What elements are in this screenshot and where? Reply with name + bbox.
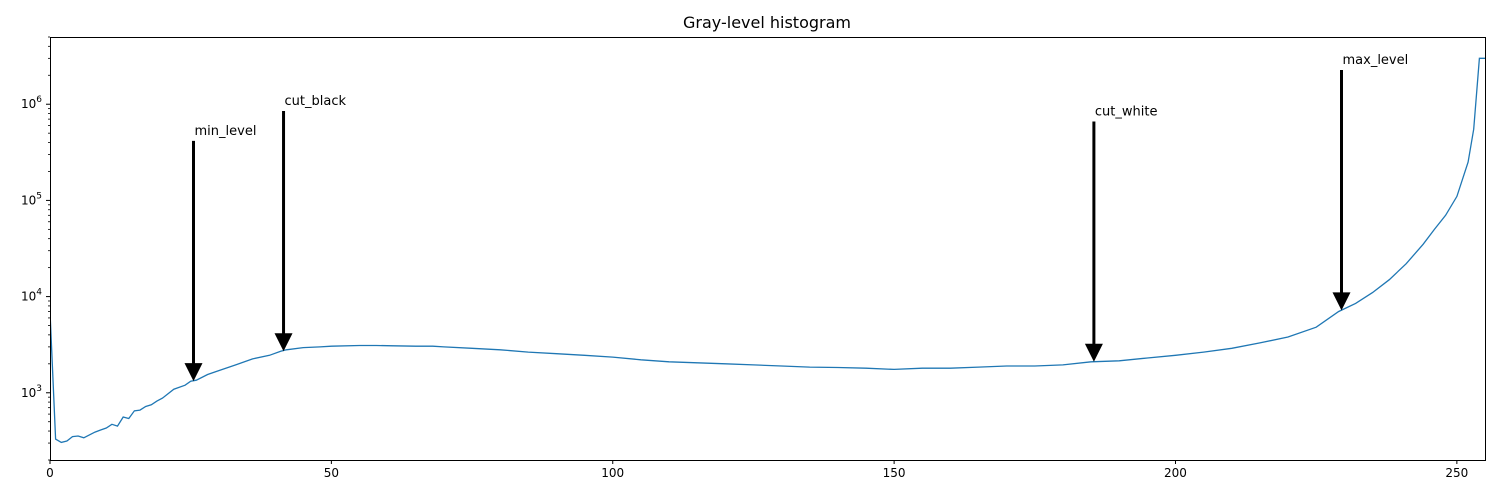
series-line-0 — [50, 57, 1485, 444]
annotation-label: cut_black — [285, 94, 347, 109]
y-tick-label: 103 — [21, 384, 42, 400]
x-tick-label: 250 — [1445, 466, 1468, 480]
annotation-label: max_level — [1343, 53, 1409, 68]
plot-area — [50, 57, 1485, 444]
axis-ticks: 0 50 100 150 200 250 103 104 105 106 — [21, 36, 1468, 480]
annotation-max-level: max_level — [1332, 53, 1409, 311]
y-tick-label: 105 — [21, 191, 42, 207]
annotation-arrow-head — [1084, 343, 1103, 362]
annotation-label: cut_white — [1095, 105, 1158, 120]
annotation-arrow-head — [274, 333, 293, 352]
annotations: min_level cut_black cut_white max_level — [184, 53, 1409, 382]
annotation-label: min_level — [195, 124, 257, 139]
axes-frame — [50, 37, 1486, 461]
x-tick-label: 0 — [46, 466, 54, 480]
y-tick-label: 104 — [21, 288, 42, 304]
annotation-arrow-head — [184, 363, 203, 382]
x-tick-label: 100 — [601, 466, 624, 480]
x-tick-label: 50 — [324, 466, 339, 480]
x-tick-label: 200 — [1164, 466, 1187, 480]
annotation-arrow-head — [1332, 292, 1351, 311]
chart-title: Gray-level histogram — [683, 13, 851, 32]
y-tick-label: 106 — [21, 95, 42, 111]
annotation-min-level: min_level — [184, 124, 257, 382]
annotation-cut-black: cut_black — [274, 94, 347, 352]
x-tick-label: 150 — [883, 466, 906, 480]
annotation-cut-white: cut_white — [1084, 105, 1158, 362]
